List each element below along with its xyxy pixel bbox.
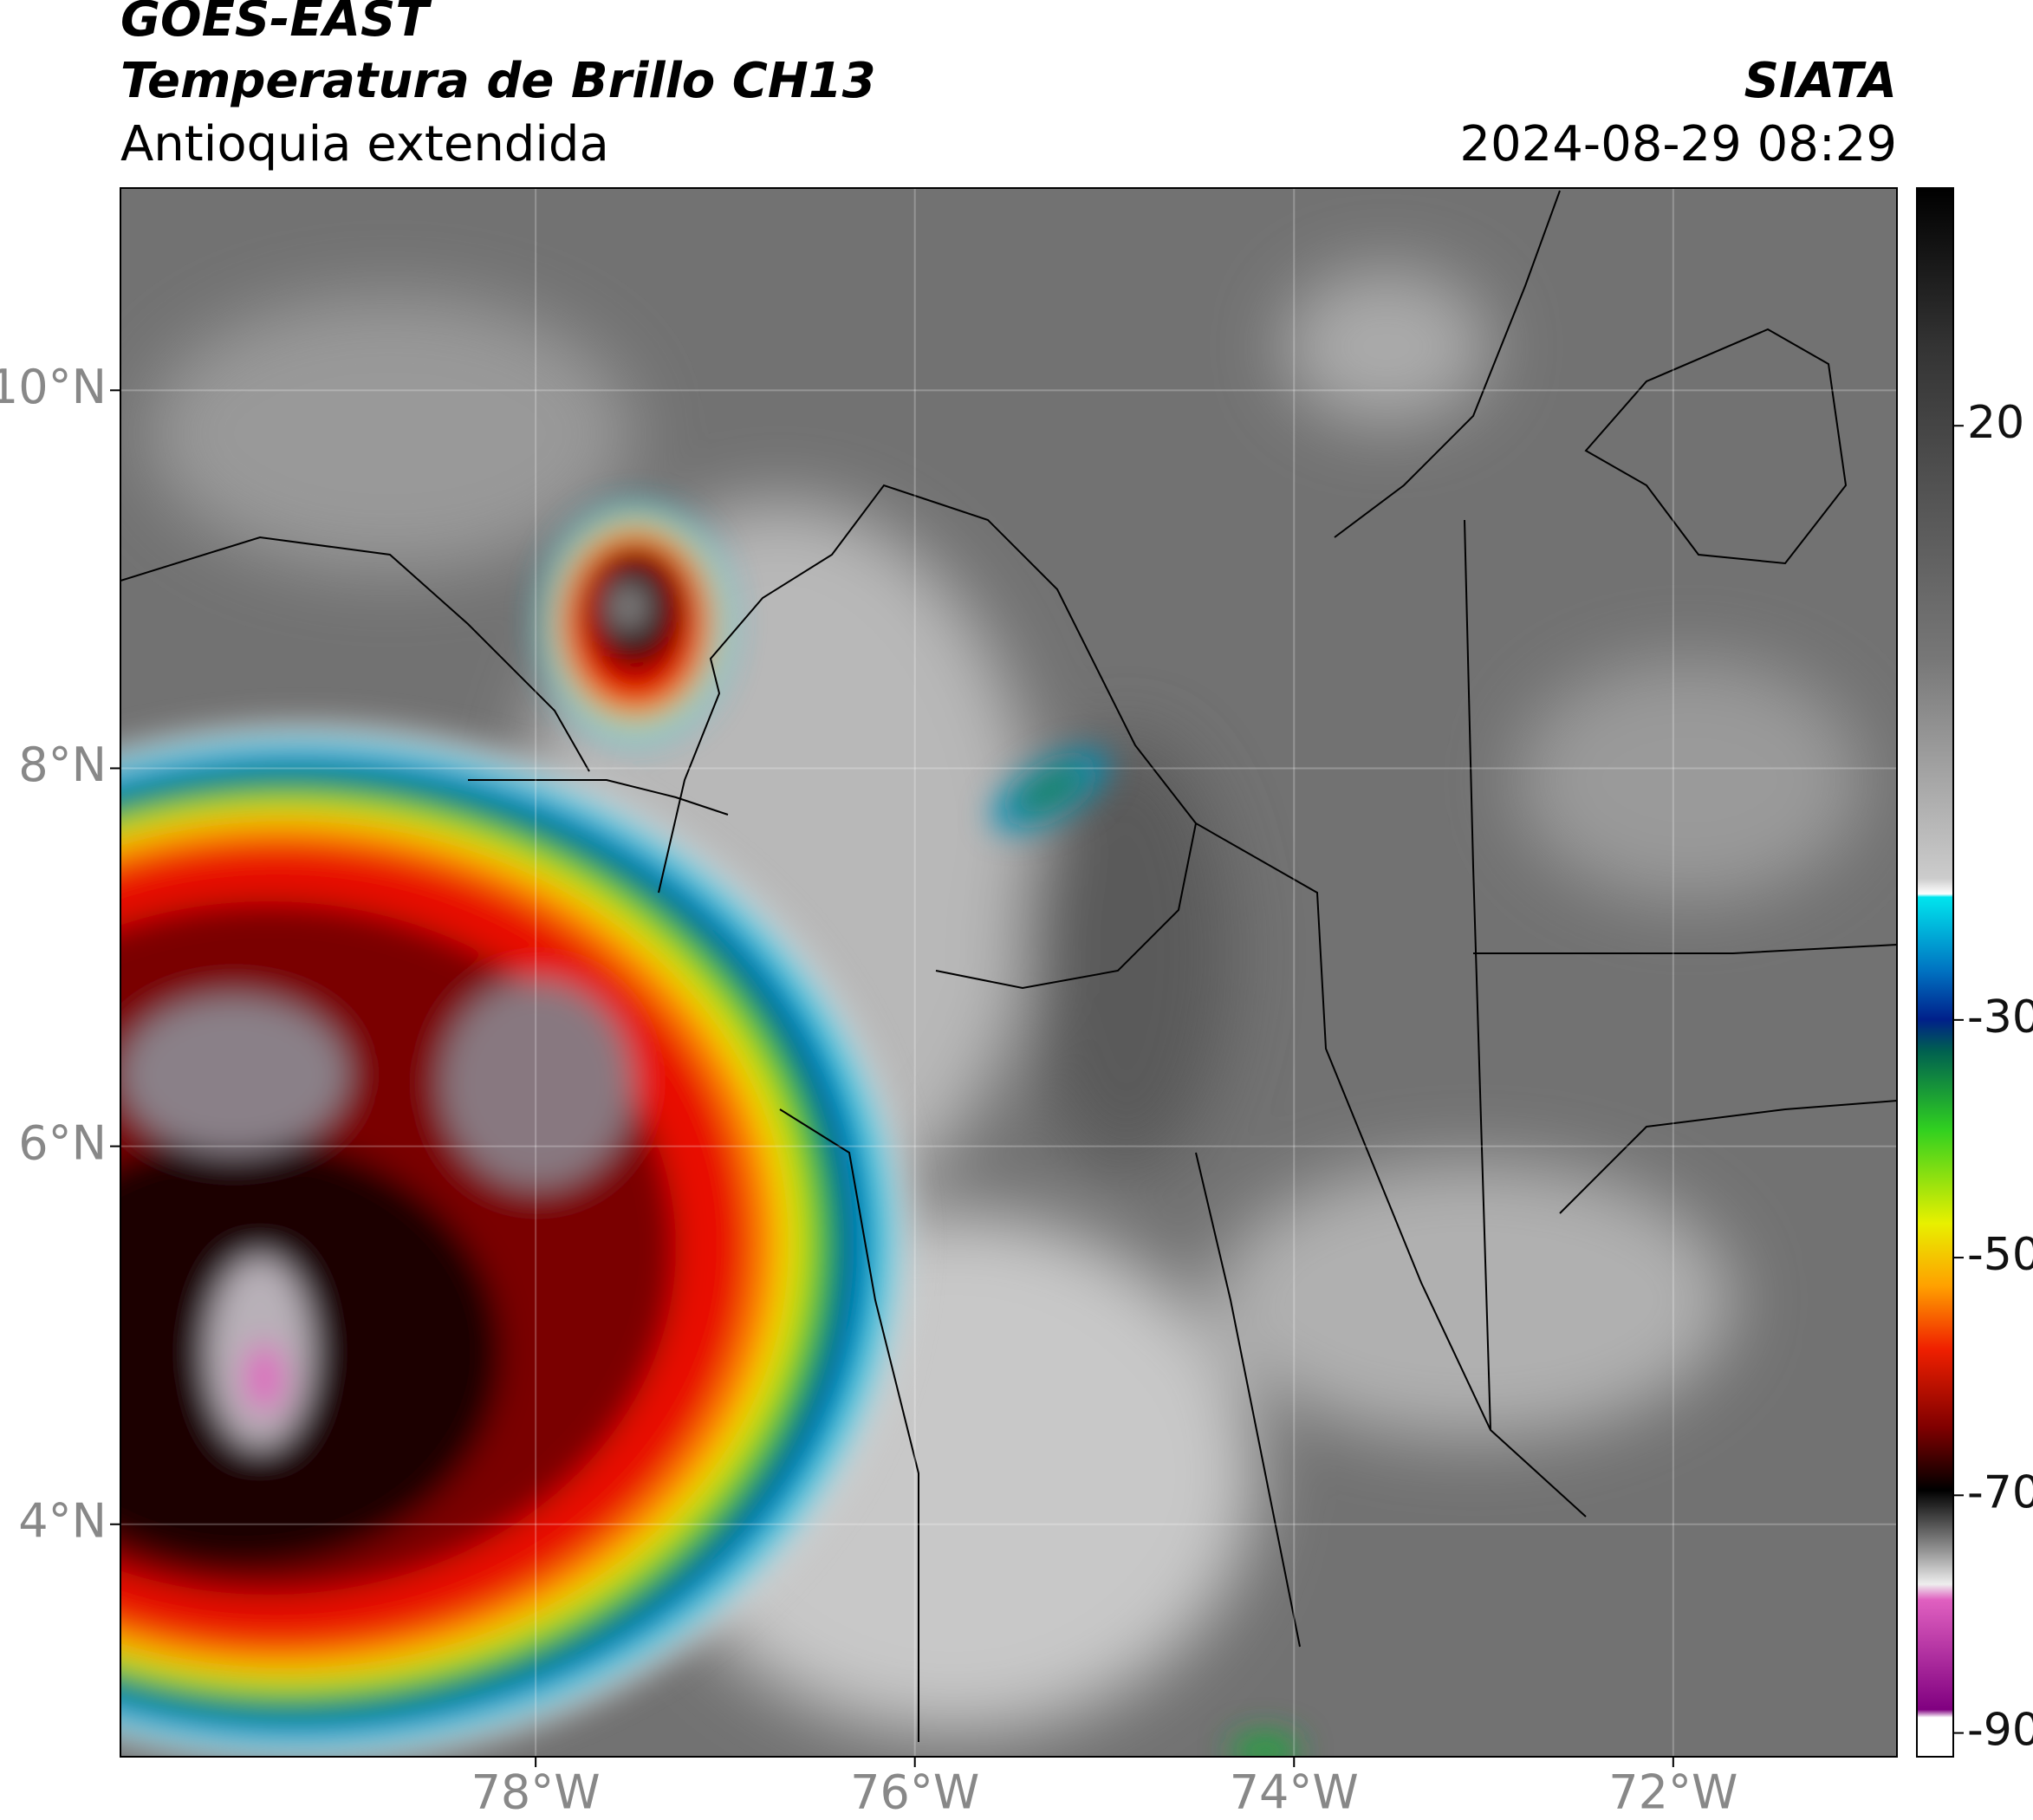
colorbar-tick-label: -30 [1967, 991, 2033, 1043]
region: Antioquia extendida [120, 116, 609, 172]
datetime: 2024-08-29 08:29 [1459, 116, 1897, 172]
colorbar-tick-label: -50 [1967, 1229, 2033, 1281]
x-tick-label: 72°W [1608, 1765, 1737, 1820]
y-tick-label: 8°N [18, 738, 107, 792]
map-frame [120, 187, 1898, 1758]
y-tick-label: 10°N [0, 360, 107, 414]
colorbar [1916, 187, 1954, 1758]
x-tick-label: 76°W [850, 1765, 979, 1820]
subtitle: Temperatura de Brillo CH13 [120, 53, 876, 109]
x-tick-label: 74°W [1230, 1765, 1359, 1820]
satellite-image [120, 188, 1897, 1757]
title: GOES-EAST [120, 0, 432, 48]
colorbar-tick-label: -70 [1967, 1466, 2033, 1518]
colorbar-tick-label: 20 [1967, 397, 2024, 449]
y-tick-label: 6°N [18, 1115, 107, 1170]
x-tick-label: 78°W [471, 1765, 601, 1820]
y-tick-label: 4°N [18, 1493, 107, 1548]
colorbar-tick-label: -90 [1967, 1705, 2033, 1757]
source: SIATA [1744, 53, 1897, 109]
